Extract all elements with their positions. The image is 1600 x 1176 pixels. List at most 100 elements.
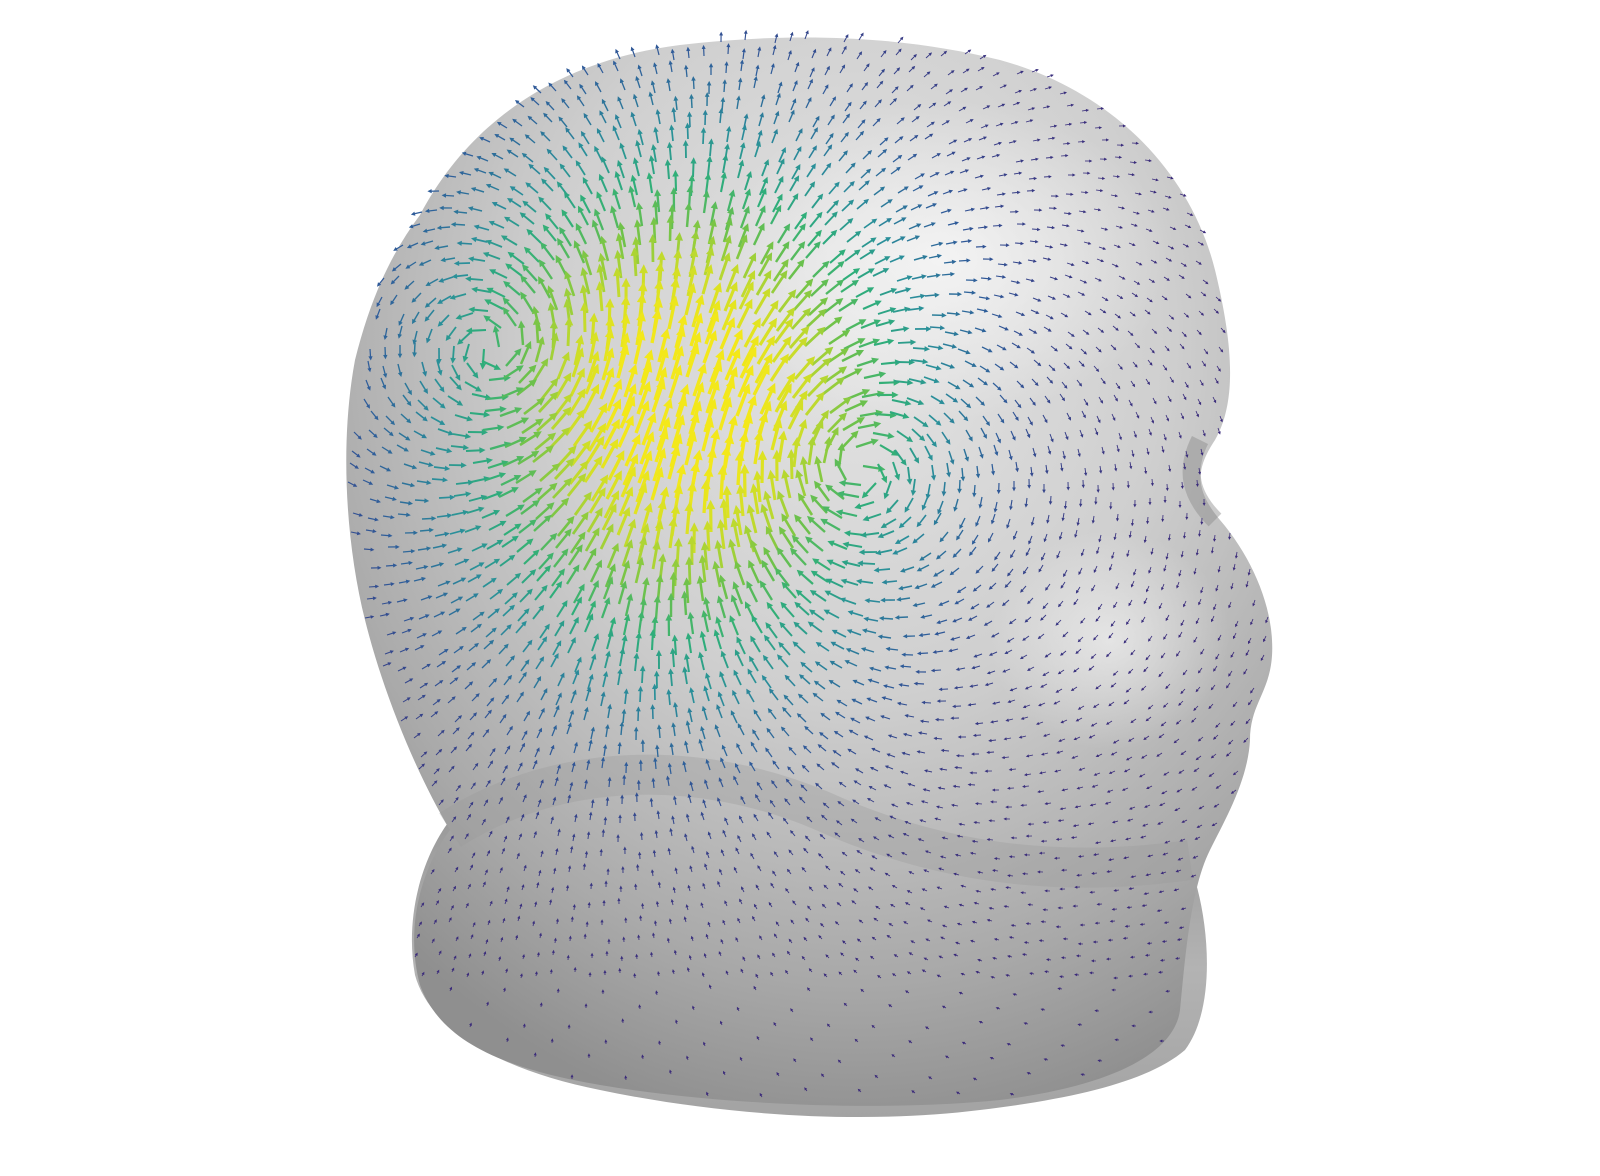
vector-arrow-head xyxy=(869,666,874,671)
vector-arrow-head xyxy=(786,307,795,317)
vector-arrow-head xyxy=(1018,261,1023,265)
vector-arrow-head xyxy=(824,436,832,446)
vector-arrow-head xyxy=(1168,468,1172,472)
vector-arrow-head xyxy=(465,491,472,497)
vector-arrow-head xyxy=(777,490,785,500)
vector-arrow-shaft xyxy=(452,293,467,299)
vector-arrow-head xyxy=(966,68,970,72)
vector-arrow-head xyxy=(1200,382,1204,386)
vector-arrow-head xyxy=(1091,588,1095,592)
vector-arrow-shaft xyxy=(780,623,793,637)
vector-arrow-head xyxy=(439,205,444,211)
vector-arrow-head xyxy=(906,275,913,281)
vector-arrow-head xyxy=(994,451,999,456)
vector-arrow-head xyxy=(515,100,520,105)
vector-arrow-head xyxy=(1116,175,1121,178)
vector-arrow-shaft xyxy=(892,461,899,478)
vector-arrow-head xyxy=(815,419,824,430)
vector-arrow-head xyxy=(614,170,621,178)
vector-arrow-head xyxy=(954,600,959,605)
vector-arrow-head xyxy=(907,379,914,386)
vector-arrow-head xyxy=(762,176,768,184)
vector-arrow-head xyxy=(934,83,938,88)
vector-arrow-shaft xyxy=(623,523,635,548)
vector-arrow-head xyxy=(393,247,398,251)
vector-arrow-shaft xyxy=(683,594,688,616)
vector-arrow-shaft xyxy=(770,273,786,294)
vector-arrow-head xyxy=(565,127,571,133)
vector-arrow-head xyxy=(800,661,806,668)
vector-arrow-head xyxy=(1136,345,1141,349)
vector-arrow-head xyxy=(671,722,676,728)
vector-arrow-head xyxy=(953,331,959,337)
vector-arrow-head xyxy=(939,537,945,543)
vector-arrow-head xyxy=(463,558,470,564)
vector-arrow-shaft xyxy=(603,494,618,519)
vector-arrow-head xyxy=(902,732,907,737)
vector-arrow-head xyxy=(1079,503,1083,508)
vector-arrow-head xyxy=(1164,297,1168,301)
vector-arrow-head xyxy=(1180,485,1184,489)
vector-arrow-shaft xyxy=(845,543,863,548)
vector-arrow-shaft xyxy=(753,436,761,465)
vector-arrow-head xyxy=(1060,585,1064,589)
vector-arrow-head xyxy=(809,78,813,84)
vector-arrow-shaft xyxy=(776,570,790,587)
vector-arrow-head xyxy=(814,661,821,667)
vector-arrow-head xyxy=(970,207,976,212)
vector-arrow-head xyxy=(747,270,756,280)
vector-arrow-shaft xyxy=(876,568,891,572)
vector-arrow-head xyxy=(406,512,411,517)
vector-arrow-head xyxy=(1055,194,1059,198)
vector-arrow-head xyxy=(613,470,622,481)
vector-arrow-shaft xyxy=(796,516,811,535)
vector-arrow-head xyxy=(1111,555,1115,560)
vector-arrow-shaft xyxy=(808,299,826,316)
vector-arrow-shaft xyxy=(751,542,763,565)
vector-arrow-head xyxy=(604,328,615,339)
vector-arrow-head xyxy=(525,182,532,188)
vector-arrow-head xyxy=(654,189,662,197)
vector-arrow-head xyxy=(1106,653,1110,658)
vector-arrow-head xyxy=(885,646,891,652)
vector-arrow-shaft xyxy=(857,269,873,279)
vector-arrow-shaft xyxy=(759,387,775,415)
vector-arrow-shaft xyxy=(604,403,620,431)
vector-arrow-shaft xyxy=(736,303,752,329)
vector-arrow-shaft xyxy=(618,162,625,179)
vector-arrow-head xyxy=(898,522,905,529)
vector-arrow-head xyxy=(873,567,880,573)
vector-arrow-head xyxy=(778,430,788,441)
vector-arrow-shaft xyxy=(858,339,877,349)
vector-arrow-head xyxy=(461,462,467,469)
vector-arrow-head xyxy=(1049,245,1054,249)
vector-arrow-head xyxy=(1020,716,1025,720)
vector-arrow-head xyxy=(805,536,813,544)
vector-arrow-shaft xyxy=(826,610,840,619)
vector-arrow-head xyxy=(1122,276,1126,280)
vector-arrow-head xyxy=(595,559,602,568)
vector-arrow-head xyxy=(619,78,624,84)
vector-arrow-shaft xyxy=(737,162,743,179)
vector-arrow-head xyxy=(1009,506,1013,511)
vector-arrow-head xyxy=(443,592,449,597)
vector-arrow-shaft xyxy=(447,548,460,554)
vector-arrow-shaft xyxy=(436,514,450,518)
vector-arrow-shaft xyxy=(845,164,855,174)
vector-arrow-head xyxy=(715,616,722,624)
vector-arrow-head xyxy=(670,187,678,195)
vector-arrow-head xyxy=(1195,620,1199,625)
vector-arrow-head xyxy=(421,576,426,582)
vector-arrow-head xyxy=(867,150,873,155)
vector-arrow-head xyxy=(988,538,992,543)
vector-arrow-head xyxy=(972,587,978,592)
vector-arrow-shaft xyxy=(449,529,463,535)
vector-arrow-head xyxy=(1018,735,1023,739)
vector-arrow-head xyxy=(700,541,710,551)
vector-arrow-head xyxy=(559,163,566,170)
vector-arrow-head xyxy=(778,641,785,648)
vector-arrow-head xyxy=(463,444,470,451)
vector-arrow-shaft xyxy=(551,570,564,587)
vector-arrow-head xyxy=(673,483,683,495)
vector-arrow-head xyxy=(698,651,704,659)
